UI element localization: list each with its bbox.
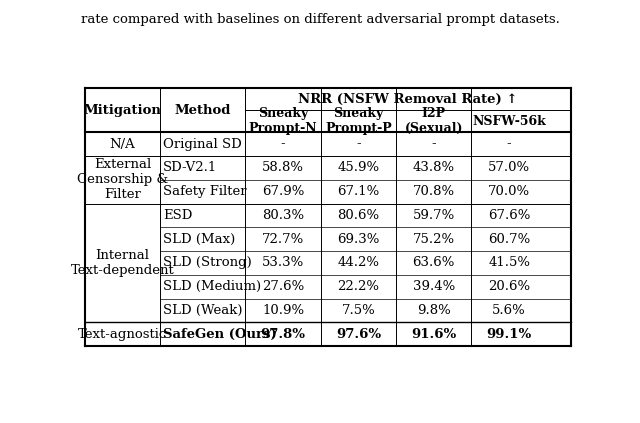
Text: -: -	[281, 137, 285, 151]
Text: 5.6%: 5.6%	[492, 304, 526, 317]
Text: 39.4%: 39.4%	[413, 280, 455, 293]
Text: 67.6%: 67.6%	[488, 209, 531, 222]
Text: 75.2%: 75.2%	[413, 233, 455, 246]
Text: 97.6%: 97.6%	[336, 328, 381, 341]
Text: 45.9%: 45.9%	[337, 161, 380, 174]
Text: 58.8%: 58.8%	[262, 161, 304, 174]
Text: SafeGen (Ours): SafeGen (Ours)	[163, 328, 277, 341]
Text: 10.9%: 10.9%	[262, 304, 304, 317]
Text: 80.3%: 80.3%	[262, 209, 304, 222]
Text: 60.7%: 60.7%	[488, 233, 530, 246]
Text: rate compared with baselines on different adversarial prompt datasets.: rate compared with baselines on differen…	[81, 13, 559, 26]
Text: -: -	[356, 137, 361, 151]
Text: 91.6%: 91.6%	[411, 328, 456, 341]
Text: 97.8%: 97.8%	[260, 328, 305, 341]
Text: 59.7%: 59.7%	[413, 209, 455, 222]
Text: NRR (NSFW Removal Rate) ↑: NRR (NSFW Removal Rate) ↑	[298, 93, 518, 106]
Text: 70.0%: 70.0%	[488, 185, 530, 198]
Text: 99.1%: 99.1%	[486, 328, 532, 341]
Text: Method: Method	[175, 104, 231, 117]
Text: SLD (Medium): SLD (Medium)	[163, 280, 261, 293]
Text: ESD: ESD	[163, 209, 193, 222]
Text: 67.1%: 67.1%	[337, 185, 380, 198]
Text: 67.9%: 67.9%	[262, 185, 304, 198]
Text: External
Censorship &
Filter: External Censorship & Filter	[77, 158, 168, 201]
Text: 22.2%: 22.2%	[337, 280, 380, 293]
Text: 57.0%: 57.0%	[488, 161, 530, 174]
Text: I2P
(Sexual): I2P (Sexual)	[404, 107, 463, 135]
Text: 43.8%: 43.8%	[413, 161, 455, 174]
Text: -: -	[507, 137, 511, 151]
Text: Text-agnostic: Text-agnostic	[78, 328, 167, 341]
Text: Safety Filter: Safety Filter	[163, 185, 247, 198]
Text: 27.6%: 27.6%	[262, 280, 304, 293]
Text: Original SD: Original SD	[163, 137, 242, 151]
Text: 80.6%: 80.6%	[337, 209, 380, 222]
Text: SLD (Strong): SLD (Strong)	[163, 256, 252, 269]
Text: Sneaky
Prompt-N: Sneaky Prompt-N	[249, 107, 317, 135]
Text: Mitigation: Mitigation	[84, 104, 161, 117]
Text: NSFW-56k: NSFW-56k	[472, 115, 546, 128]
Text: 44.2%: 44.2%	[337, 256, 380, 269]
Text: 70.8%: 70.8%	[413, 185, 455, 198]
Text: 20.6%: 20.6%	[488, 280, 530, 293]
Text: 53.3%: 53.3%	[262, 256, 304, 269]
Text: 9.8%: 9.8%	[417, 304, 451, 317]
Text: N/A: N/A	[109, 137, 136, 151]
Text: Internal
Text-dependent: Internal Text-dependent	[71, 249, 175, 277]
Text: -: -	[431, 137, 436, 151]
Text: SLD (Max): SLD (Max)	[163, 233, 236, 246]
Text: 63.6%: 63.6%	[413, 256, 455, 269]
Text: 69.3%: 69.3%	[337, 233, 380, 246]
Text: 72.7%: 72.7%	[262, 233, 304, 246]
Text: 41.5%: 41.5%	[488, 256, 530, 269]
Text: SLD (Weak): SLD (Weak)	[163, 304, 243, 317]
Text: Sneaky
Prompt-P: Sneaky Prompt-P	[325, 107, 392, 135]
Text: SD-V2.1: SD-V2.1	[163, 161, 218, 174]
Text: 7.5%: 7.5%	[342, 304, 375, 317]
